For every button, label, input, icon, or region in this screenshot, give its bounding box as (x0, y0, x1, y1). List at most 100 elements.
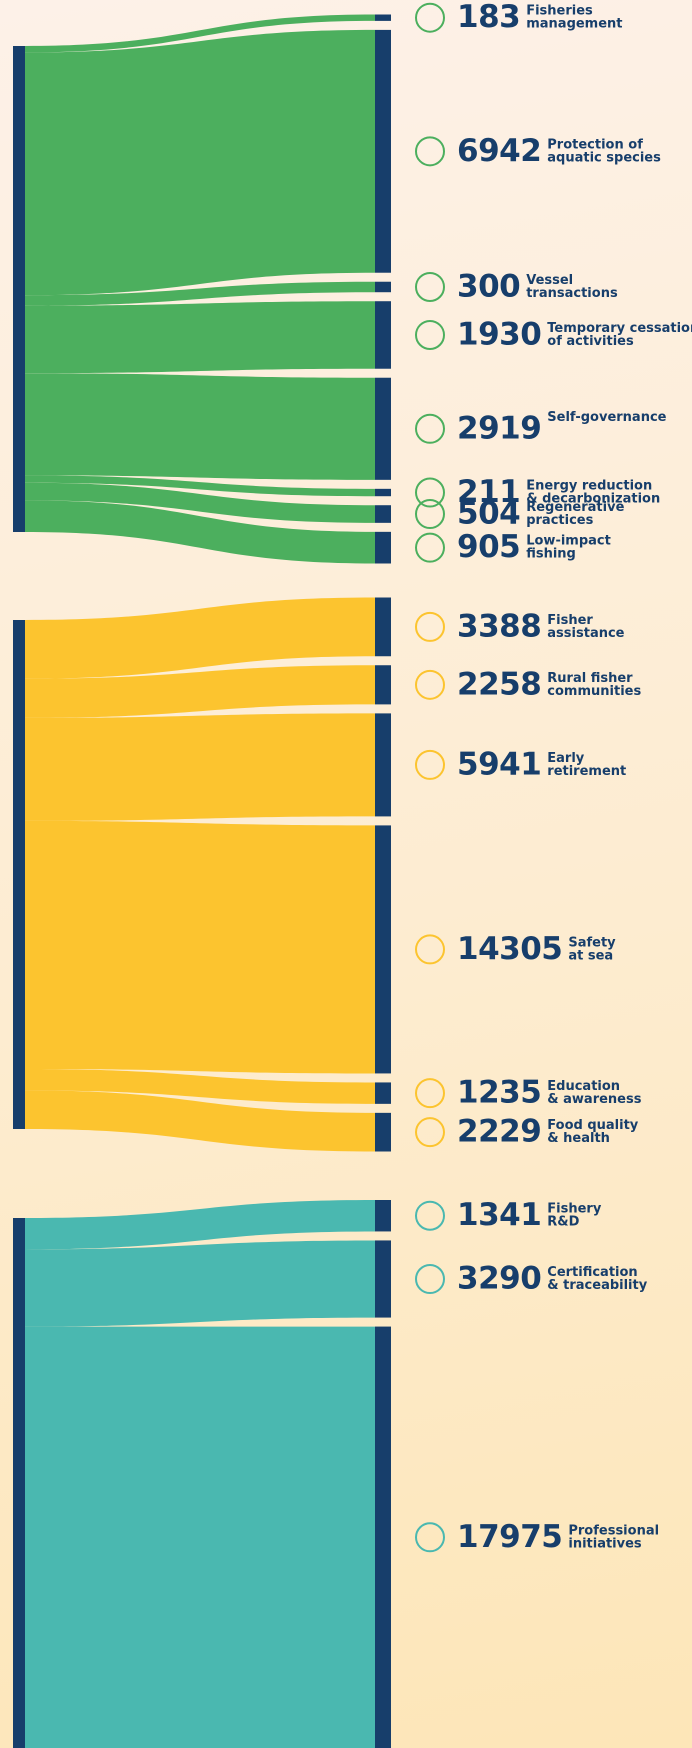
label-line: Protection of (547, 137, 643, 152)
label-line: Certification (547, 1265, 637, 1280)
item-label: Fisheries management (526, 3, 622, 31)
label-line: & traceability (547, 1278, 647, 1293)
icon (415, 532, 445, 563)
value-label: 1235 (457, 1075, 541, 1111)
value-label: 211 (457, 474, 520, 510)
item-label: Energy reduction & decarbonization (526, 478, 660, 506)
label-line: Food quality (547, 1118, 639, 1133)
icon (415, 749, 445, 780)
flow (25, 500, 375, 564)
left-bar (13, 1218, 25, 1748)
flow (25, 820, 375, 1074)
icon (415, 2, 445, 33)
item-label: Food quality & health (547, 1118, 639, 1146)
left-bar (13, 46, 25, 532)
value-label: 17975 (457, 1519, 562, 1555)
label-line: Rural fisher (547, 670, 633, 685)
item-label: Safety at sea (568, 935, 616, 963)
label-line: management (526, 16, 622, 31)
label-line: communities (547, 683, 641, 698)
label-line: Energy reduction (526, 478, 652, 493)
label-line: & health (547, 1131, 610, 1146)
flow (25, 665, 375, 718)
node (375, 713, 391, 817)
label-line: at sea (568, 948, 613, 963)
item-label: Low-impact fishing (526, 533, 611, 561)
label-line: initiatives (568, 1536, 642, 1551)
label-line: Safety (568, 935, 616, 950)
label-line: Fisher (547, 612, 593, 627)
node (375, 14, 391, 21)
value-label: 183 (457, 0, 520, 35)
item-label: Temporary cessation of activities (547, 320, 692, 348)
value-label: 6942 (457, 133, 541, 169)
label-line: Fishery (547, 1201, 602, 1216)
flow (25, 713, 375, 821)
label-line: Professional (568, 1523, 659, 1538)
flow (25, 1240, 375, 1327)
label-line: aquatic species (547, 150, 661, 165)
label-line: Low-impact (526, 533, 611, 548)
node (375, 1082, 391, 1104)
flow (25, 597, 375, 679)
label-line: of activities (547, 333, 634, 348)
item-label: Regenerative practices (526, 500, 624, 528)
icon (415, 413, 445, 444)
node (375, 665, 391, 705)
flow (25, 1200, 375, 1250)
flow (25, 373, 375, 480)
node (375, 531, 391, 564)
icon (415, 1117, 445, 1148)
value-label: 3388 (457, 608, 541, 644)
node (375, 301, 391, 369)
node (375, 488, 391, 497)
icon (415, 611, 445, 642)
item-label: Professional initiatives (568, 1523, 659, 1551)
flow (25, 1326, 375, 1748)
label-line: Early (547, 750, 585, 765)
value-label: 2229 (457, 1114, 541, 1150)
flow (25, 1068, 375, 1104)
label-line: & awareness (547, 1092, 641, 1107)
item-label: Fishery R&D (547, 1201, 602, 1229)
node (375, 1240, 391, 1318)
icon (415, 499, 445, 530)
flow (25, 482, 375, 523)
icon (415, 934, 445, 965)
label-line: transactions (526, 285, 618, 300)
node (375, 29, 391, 273)
icon (415, 1522, 445, 1553)
label-line: Education (547, 1079, 620, 1094)
item-label: Certification & traceability (547, 1265, 647, 1293)
value-label: 1341 (457, 1197, 541, 1233)
value-label: 300 (457, 268, 520, 304)
item-label: Early retirement (547, 750, 626, 778)
flow (25, 281, 375, 306)
flow (25, 14, 375, 53)
value-label: 2919 (457, 410, 541, 446)
node (375, 825, 391, 1074)
icon (415, 1200, 445, 1231)
item-label: Fisher assistance (547, 612, 624, 640)
icon (415, 477, 445, 508)
icon (415, 1264, 445, 1295)
label-line: Fisheries (526, 3, 593, 18)
flow (25, 301, 375, 374)
node (375, 377, 391, 480)
icon (415, 319, 445, 350)
node (375, 505, 391, 523)
value-label: 1930 (457, 316, 541, 352)
left-bar (13, 620, 25, 1129)
value-label: 2258 (457, 666, 541, 702)
label-line: Self-governance (547, 409, 666, 424)
node (375, 597, 391, 657)
node (375, 281, 391, 293)
value-label: 905 (457, 529, 520, 565)
label-line: & decarbonization (526, 491, 660, 506)
label-line: assistance (547, 625, 624, 640)
value-label: 14305 (457, 931, 562, 967)
icon (415, 136, 445, 167)
node (375, 1112, 391, 1152)
